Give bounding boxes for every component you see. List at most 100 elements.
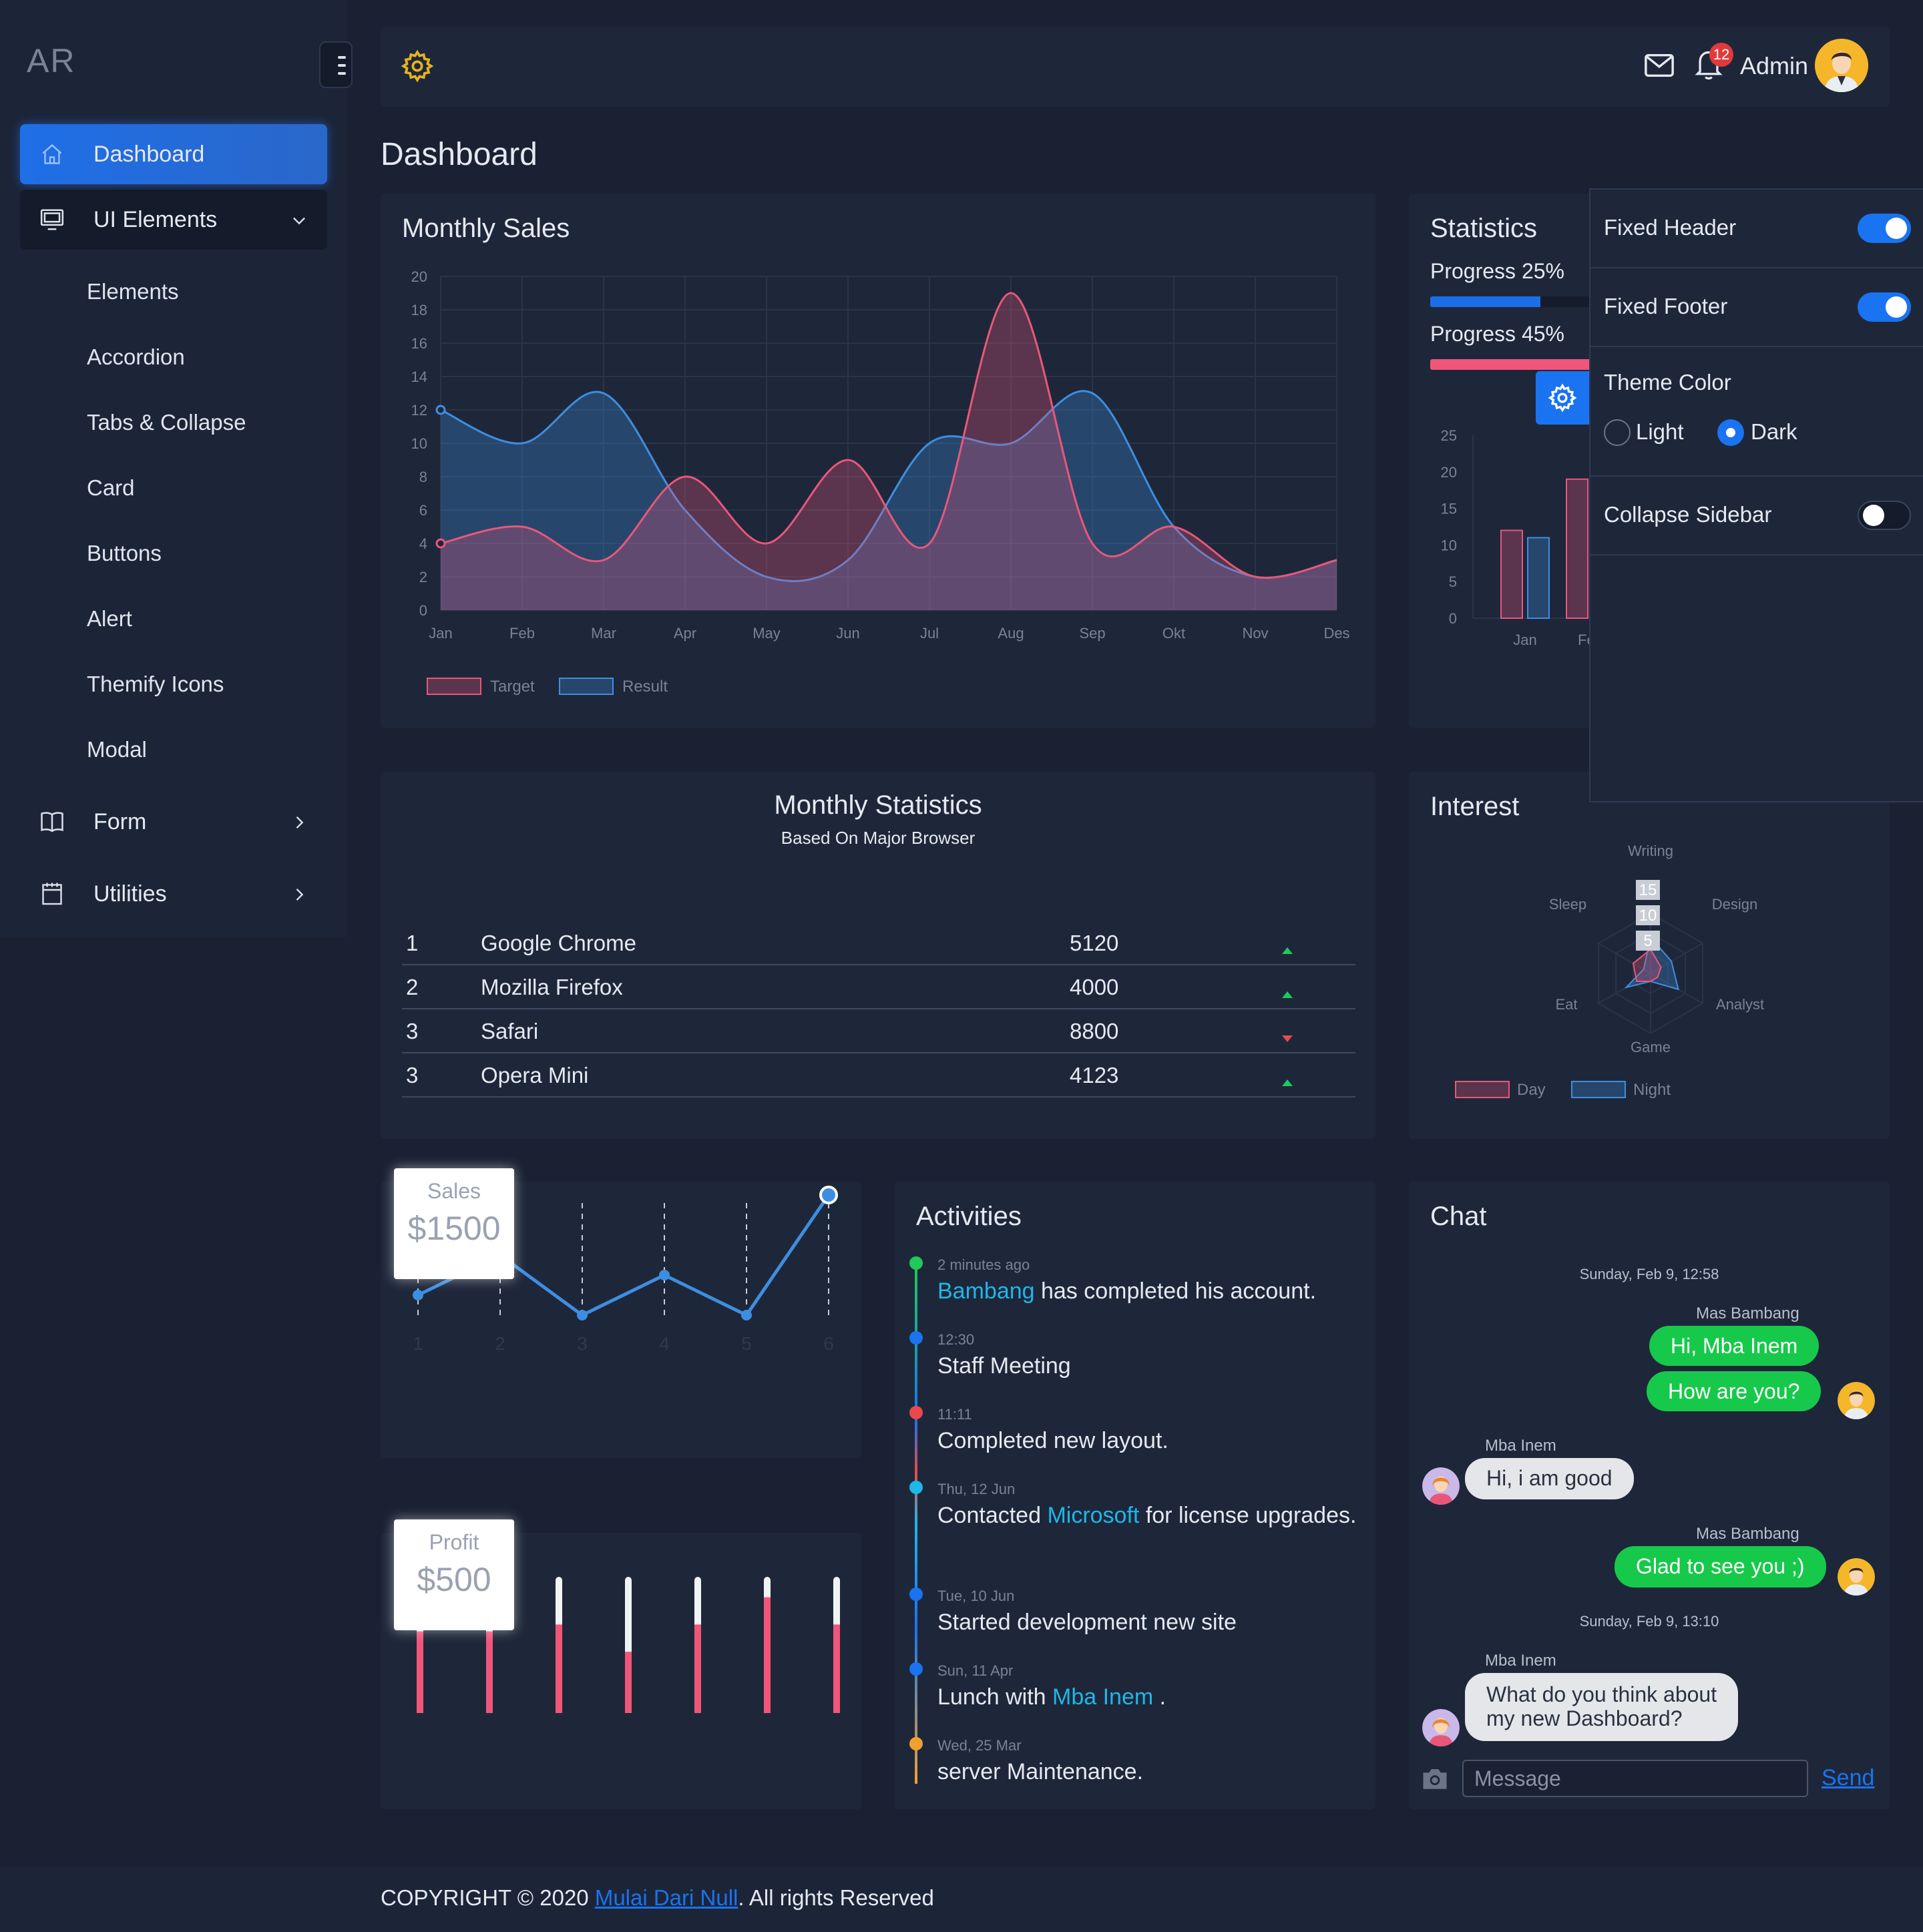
x-tick-label: Des bbox=[1323, 625, 1349, 642]
book-icon bbox=[39, 808, 65, 835]
bar bbox=[486, 1631, 493, 1713]
legend-swatch bbox=[427, 678, 481, 695]
sidebar-subitem-accordion[interactable]: Accordion bbox=[87, 344, 185, 369]
activity-time: Tue, 10 Jun bbox=[937, 1588, 1015, 1604]
row-browser: Google Chrome bbox=[481, 931, 636, 955]
activity-text: Contacted Microsoft for license upgrades… bbox=[937, 1503, 1357, 1528]
gear-icon bbox=[1548, 383, 1577, 413]
app-logo[interactable]: AR bbox=[27, 42, 76, 79]
data-point bbox=[819, 1186, 838, 1204]
collapse-sidebar-toggle[interactable] bbox=[1858, 501, 1911, 530]
legend-swatch bbox=[1571, 1081, 1626, 1098]
sidebar-item-utilities[interactable]: Utilities bbox=[20, 864, 327, 924]
activity-link[interactable]: Bambang bbox=[937, 1278, 1035, 1304]
sidebar-item-ui-elements[interactable]: UI Elements bbox=[20, 190, 327, 250]
fixed-footer-toggle[interactable] bbox=[1858, 292, 1911, 322]
bar bbox=[417, 1631, 423, 1713]
x-tick-label: May bbox=[753, 625, 781, 642]
sidebar-item-dashboard[interactable]: Dashboard bbox=[20, 124, 327, 184]
timeline-dot bbox=[909, 1331, 923, 1345]
setting-theme-color: Theme Color Light Dark bbox=[1590, 347, 1923, 477]
sidebar-subitem-elements[interactable]: Elements bbox=[87, 279, 179, 304]
activities-card: Activities bbox=[895, 1182, 1375, 1809]
timeline-line bbox=[915, 1263, 917, 1784]
sidebar-item-form[interactable]: Form bbox=[20, 792, 327, 852]
settings-gear-icon[interactable] bbox=[401, 49, 434, 86]
timeline-dot bbox=[909, 1406, 923, 1419]
activity-text: Completed new layout. bbox=[937, 1428, 1168, 1453]
theme-dark-label[interactable]: Dark bbox=[1751, 419, 1797, 444]
chat-message-sent: Glad to see you ;) bbox=[1615, 1546, 1826, 1588]
bar bbox=[1566, 478, 1588, 620]
y-tick-label: 10 bbox=[1441, 537, 1457, 553]
legend-swatch bbox=[559, 678, 614, 695]
row-rank: 3 bbox=[406, 1063, 419, 1088]
footer-link[interactable]: Mulai Dari Null bbox=[594, 1885, 738, 1910]
timeline-dot bbox=[909, 1481, 923, 1494]
activity-time: 2 minutes ago bbox=[937, 1256, 1030, 1273]
x-tick-label: Jul bbox=[920, 625, 939, 642]
user-avatar[interactable] bbox=[1815, 39, 1868, 92]
sidebar-subitem-modal[interactable]: Modal bbox=[87, 737, 147, 762]
y-tick-label: 16 bbox=[411, 335, 427, 352]
sidebar-subitem-themify-icons[interactable]: Themify Icons bbox=[87, 672, 224, 696]
sales-label: Sales bbox=[427, 1179, 481, 1203]
bar bbox=[1500, 529, 1523, 620]
sales-amount: $1500 bbox=[407, 1210, 501, 1247]
theme-light-radio[interactable] bbox=[1604, 419, 1631, 446]
chat-date: Sunday, Feb 9, 12:58 bbox=[1579, 1266, 1719, 1282]
chat-date: Sunday, Feb 9, 13:10 bbox=[1579, 1613, 1719, 1630]
activity-text: Staff Meeting bbox=[937, 1353, 1071, 1379]
y-tick-label: 0 bbox=[419, 602, 427, 619]
mail-icon[interactable] bbox=[1644, 52, 1675, 82]
sidebar-toggle-button[interactable] bbox=[319, 41, 353, 88]
activity-text: Started development new site bbox=[937, 1610, 1237, 1635]
x-tick-label: 4 bbox=[659, 1333, 670, 1354]
sidebar-subitem-tabs-collapse[interactable]: Tabs & Collapse bbox=[87, 410, 246, 435]
footer-copyright: COPYRIGHT © 2020 Mulai Dari Null. All ri… bbox=[381, 1885, 934, 1911]
monthly-sales-card: Monthly Sales 20 18 16 14 12 10 8 6 4 2 0 Jan Feb Mar… bbox=[381, 194, 1375, 728]
monthly-statistics-title: Monthly Statistics bbox=[774, 790, 982, 820]
progress-label-2: Progress 45% bbox=[1430, 322, 1564, 346]
row-value: 4000 bbox=[1070, 975, 1119, 999]
setting-collapse-sidebar: Collapse Sidebar bbox=[1590, 477, 1923, 555]
row-rank: 2 bbox=[406, 975, 419, 999]
bar bbox=[694, 1624, 701, 1713]
chat-sender-name: Mba Inem bbox=[1485, 1652, 1556, 1670]
data-point bbox=[741, 1310, 752, 1320]
chat-message-input[interactable] bbox=[1462, 1760, 1808, 1797]
sidebar-subitem-buttons[interactable]: Buttons bbox=[87, 541, 162, 565]
fixed-header-toggle[interactable] bbox=[1858, 214, 1911, 243]
send-button[interactable]: Send bbox=[1822, 1765, 1875, 1790]
user-name[interactable]: Admin bbox=[1740, 52, 1809, 79]
x-tick-label: Aug bbox=[998, 625, 1024, 642]
chat-sender-name: Mas Bambang bbox=[1696, 1525, 1799, 1543]
x-tick-label: Jan bbox=[429, 625, 452, 642]
activity-link[interactable]: Microsoft bbox=[1047, 1503, 1140, 1528]
theme-dark-radio[interactable] bbox=[1717, 419, 1744, 446]
trend-up-icon bbox=[1281, 1068, 1294, 1094]
setting-label: Fixed Footer bbox=[1604, 294, 1728, 318]
radar-spoke bbox=[1598, 943, 1651, 974]
progress-fill-2 bbox=[1430, 359, 1629, 370]
radar-axis-label: Design bbox=[1712, 896, 1757, 913]
theme-light-label[interactable]: Light bbox=[1636, 419, 1684, 444]
legend-label: Target bbox=[490, 678, 535, 696]
setting-fixed-header: Fixed Header bbox=[1590, 190, 1923, 268]
camera-icon[interactable] bbox=[1421, 1766, 1449, 1794]
data-point bbox=[659, 1270, 670, 1280]
setting-fixed-footer: Fixed Footer bbox=[1590, 268, 1923, 347]
row-browser: Mozilla Firefox bbox=[481, 975, 623, 999]
settings-toggle-button[interactable] bbox=[1536, 371, 1589, 425]
sidebar-subitem-alert[interactable]: Alert bbox=[87, 606, 132, 631]
x-tick-label: Okt bbox=[1162, 625, 1185, 642]
progress-fill-1 bbox=[1430, 296, 1540, 307]
sidebar-subitem-card[interactable]: Card bbox=[87, 475, 135, 500]
setting-label: Theme Color bbox=[1604, 370, 1731, 395]
bar bbox=[1527, 537, 1550, 619]
timeline-dot bbox=[909, 1737, 923, 1750]
bar bbox=[556, 1624, 562, 1713]
chat-avatar-me bbox=[1838, 1558, 1875, 1596]
activity-text: Lunch with Mba Inem . bbox=[937, 1684, 1166, 1710]
activity-link[interactable]: Mba Inem bbox=[1052, 1684, 1154, 1710]
